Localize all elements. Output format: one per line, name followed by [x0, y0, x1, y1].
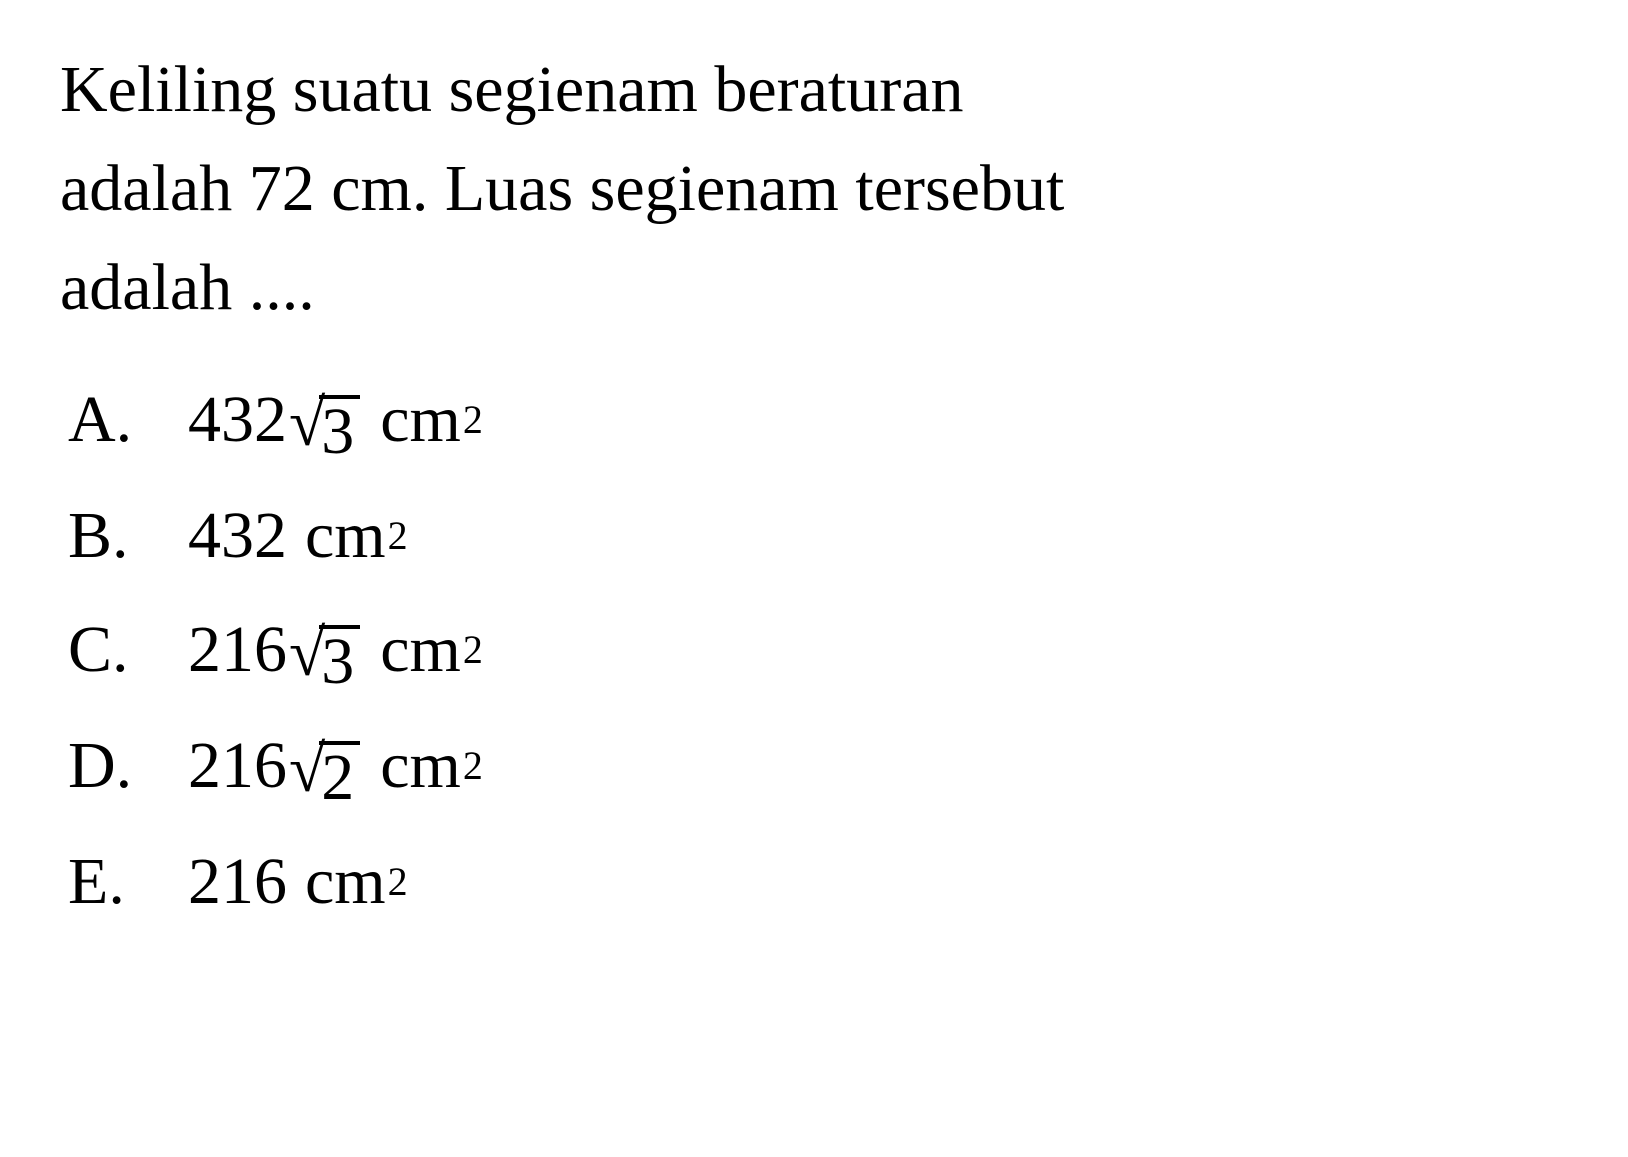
question-line-1: Keliling suatu segienam beraturan: [60, 53, 964, 126]
sqrt-expression: √3: [289, 387, 360, 465]
coefficient: 216: [188, 723, 287, 809]
sqrt-expression: √3: [289, 617, 360, 695]
option-e: E. 216cm2: [68, 839, 1568, 925]
unit: cm: [305, 839, 386, 925]
unit: cm: [305, 493, 386, 579]
option-d: D. 216√2cm2: [68, 723, 1568, 811]
option-letter: A.: [68, 377, 188, 463]
exponent: 2: [388, 510, 408, 562]
option-letter: B.: [68, 493, 188, 579]
option-value: 216√2cm2: [188, 723, 483, 811]
coefficient: 216: [188, 607, 287, 693]
question-text: Keliling suatu segienam beraturan adalah…: [60, 40, 1568, 337]
option-letter: D.: [68, 723, 188, 809]
coefficient: 432: [188, 377, 287, 463]
sqrt-expression: √2: [289, 733, 360, 811]
options-list: A. 432√3cm2 B. 432cm2 C. 216√3cm2 D. 216…: [60, 377, 1568, 925]
radicand: 3: [319, 625, 360, 695]
unit: cm: [380, 377, 461, 463]
exponent: 2: [463, 740, 483, 792]
question-line-3: adalah ....: [60, 251, 315, 324]
option-letter: C.: [68, 607, 188, 693]
sqrt-icon: √: [289, 737, 325, 803]
option-value: 432√3 cm2: [188, 377, 483, 465]
radicand: 2: [319, 741, 360, 811]
option-value: 216cm2: [188, 839, 408, 925]
coefficient: 432: [188, 493, 287, 579]
coefficient: 216: [188, 839, 287, 925]
exponent: 2: [388, 856, 408, 908]
unit: cm: [380, 723, 461, 809]
option-letter: E.: [68, 839, 188, 925]
unit: cm: [380, 607, 461, 693]
option-value: 432cm2: [188, 493, 408, 579]
option-a: A. 432√3 cm2: [68, 377, 1568, 465]
option-b: B. 432cm2: [68, 493, 1568, 579]
exponent: 2: [463, 624, 483, 676]
radicand: 3: [319, 395, 360, 465]
option-c: C. 216√3 cm2: [68, 607, 1568, 695]
sqrt-icon: √: [289, 621, 325, 687]
option-value: 216√3 cm2: [188, 607, 483, 695]
question-line-2: adalah 72 cm. Luas segienam tersebut: [60, 152, 1064, 225]
exponent: 2: [463, 394, 483, 446]
sqrt-icon: √: [289, 391, 325, 457]
